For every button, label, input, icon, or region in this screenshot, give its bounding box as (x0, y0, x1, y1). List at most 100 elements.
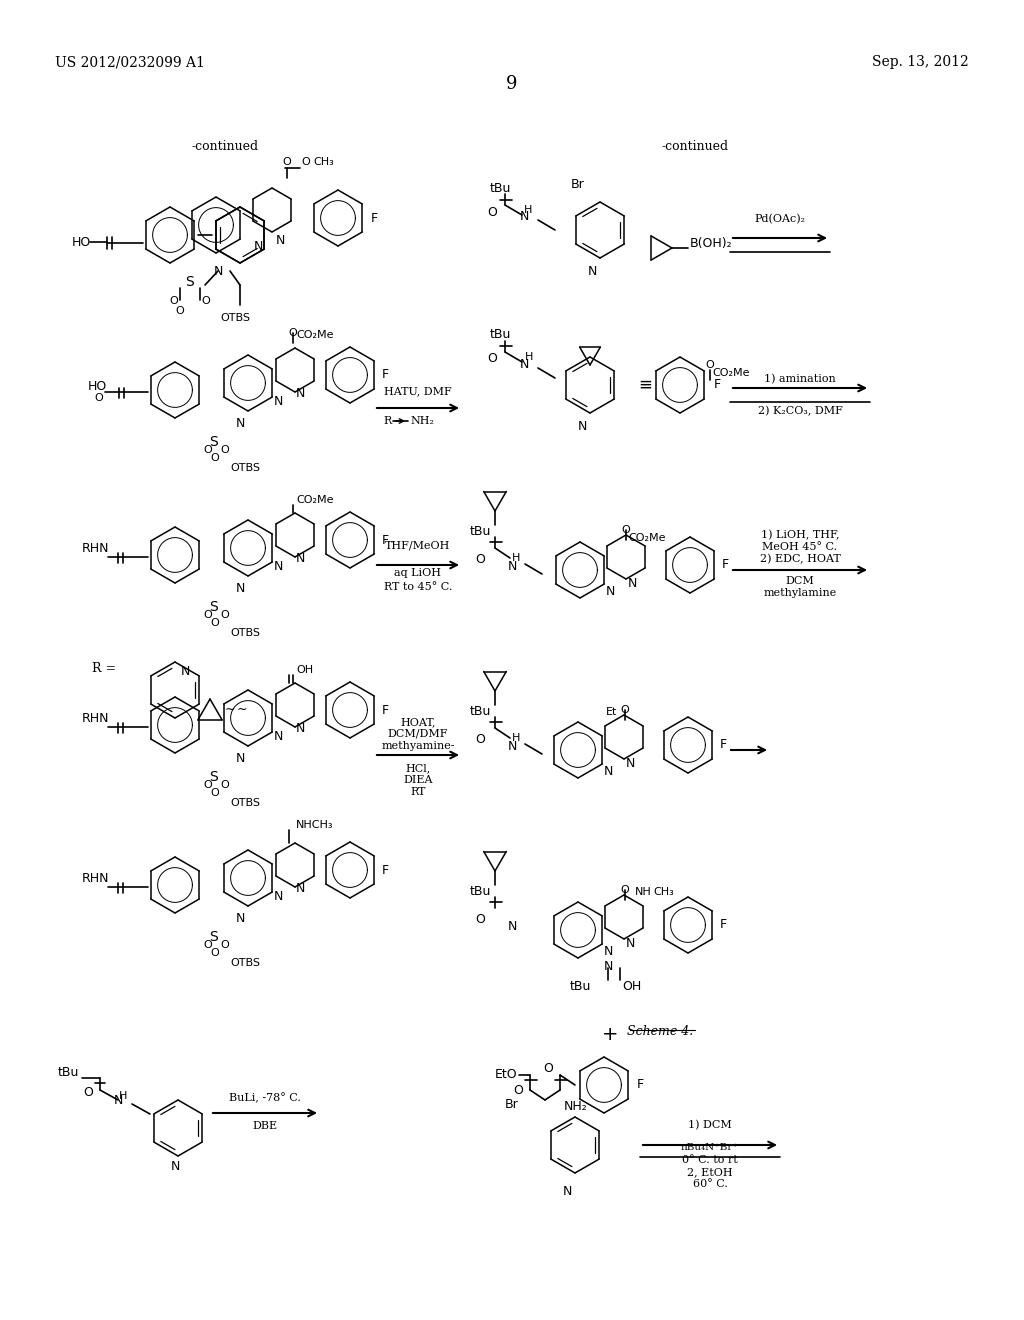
Text: F: F (722, 558, 729, 572)
Text: tBu: tBu (489, 181, 511, 194)
Text: F: F (720, 919, 727, 932)
Text: HO: HO (88, 380, 108, 393)
Text: BuLi, -78° C.: BuLi, -78° C. (229, 1093, 301, 1104)
Text: F: F (382, 704, 389, 717)
Text: O: O (487, 352, 497, 366)
Text: O: O (203, 610, 212, 620)
Text: OTBS: OTBS (230, 628, 260, 638)
Text: NH₂: NH₂ (564, 1100, 588, 1113)
Text: DCM/DMF: DCM/DMF (388, 729, 449, 739)
Text: N: N (626, 937, 635, 950)
Text: RHN: RHN (82, 541, 110, 554)
Text: 1) DCM: 1) DCM (688, 1119, 732, 1130)
Text: O: O (622, 525, 631, 535)
Text: O: O (475, 913, 485, 927)
Text: N: N (273, 395, 283, 408)
Text: Scheme 4.: Scheme 4. (627, 1026, 693, 1038)
Text: Et: Et (605, 708, 617, 717)
Text: N: N (213, 265, 222, 279)
Text: methyamine-: methyamine- (381, 741, 455, 751)
Text: H: H (524, 205, 532, 215)
Text: H: H (512, 553, 520, 564)
Text: O: O (475, 553, 485, 566)
Text: N: N (253, 240, 263, 253)
Text: 0° C. to rt: 0° C. to rt (682, 1155, 738, 1166)
Text: O: O (175, 306, 183, 315)
Text: ∼: ∼ (237, 704, 248, 715)
Text: Sep. 13, 2012: Sep. 13, 2012 (872, 55, 969, 69)
Text: N: N (628, 577, 637, 590)
Text: tBu: tBu (489, 329, 511, 342)
Text: NH: NH (635, 887, 651, 898)
Text: THF/MeOH: THF/MeOH (385, 541, 451, 550)
Text: N: N (236, 912, 245, 925)
Text: Br: Br (505, 1098, 519, 1111)
Text: aq LiOH: aq LiOH (394, 568, 441, 578)
Text: CO₂Me: CO₂Me (296, 495, 334, 506)
Text: OTBS: OTBS (220, 313, 250, 323)
Text: -continued: -continued (191, 140, 259, 153)
Text: N: N (170, 1160, 179, 1173)
Text: O: O (210, 618, 219, 628)
Text: H: H (119, 1092, 127, 1101)
Text: DBE: DBE (253, 1121, 278, 1131)
Text: O: O (220, 940, 228, 950)
Text: ≡: ≡ (638, 376, 652, 393)
Text: N: N (273, 890, 283, 903)
Text: N: N (578, 420, 587, 433)
Text: N: N (275, 234, 285, 247)
Text: O: O (203, 940, 212, 950)
Text: F: F (720, 738, 727, 751)
Text: N: N (588, 265, 597, 279)
Text: H: H (525, 352, 534, 362)
Text: O: O (83, 1086, 93, 1100)
Text: S: S (209, 770, 217, 784)
Text: N: N (603, 960, 612, 973)
Text: O: O (220, 780, 228, 789)
Text: DCM: DCM (785, 576, 814, 586)
Text: F: F (637, 1078, 644, 1092)
Text: 60° C.: 60° C. (692, 1179, 727, 1189)
Text: N: N (520, 358, 529, 371)
Text: MeOH 45° C.: MeOH 45° C. (763, 543, 838, 552)
Text: OTBS: OTBS (230, 463, 260, 473)
Text: +: + (602, 1026, 618, 1044)
Text: 1) amination: 1) amination (764, 374, 836, 384)
Text: O: O (220, 445, 228, 455)
Text: O: O (201, 296, 210, 306)
Text: H: H (512, 733, 520, 743)
Text: O: O (210, 948, 219, 958)
Text: tBu: tBu (469, 525, 490, 539)
Text: tBu: tBu (469, 884, 490, 898)
Text: -continued: -continued (662, 140, 728, 153)
Text: N: N (562, 1185, 571, 1199)
Text: R =: R = (92, 661, 116, 675)
Text: O: O (621, 884, 630, 895)
Text: Br: Br (571, 178, 585, 191)
Text: DIEA: DIEA (403, 775, 433, 785)
Text: RT to 45° C.: RT to 45° C. (384, 582, 453, 591)
Text: N: N (180, 665, 189, 678)
Text: N: N (236, 752, 245, 766)
Text: CO₂Me: CO₂Me (296, 330, 334, 341)
Text: CH₃: CH₃ (653, 887, 674, 898)
Text: O: O (220, 610, 228, 620)
Text: N: N (273, 560, 283, 573)
Text: RHN: RHN (82, 871, 110, 884)
Text: O: O (203, 780, 212, 789)
Text: N: N (236, 417, 245, 430)
Text: methylamine: methylamine (763, 587, 837, 598)
Text: F: F (714, 379, 721, 392)
Text: N: N (508, 920, 517, 933)
Text: O: O (513, 1084, 523, 1097)
Text: nBu₄N⁺Br⁺: nBu₄N⁺Br⁺ (681, 1143, 739, 1152)
Text: F: F (371, 211, 378, 224)
Text: NHCH₃: NHCH₃ (296, 820, 334, 830)
Text: RHN: RHN (82, 711, 110, 725)
Text: 2, EtOH: 2, EtOH (687, 1167, 733, 1177)
Text: N: N (508, 560, 517, 573)
Text: HCl,: HCl, (406, 763, 431, 774)
Text: O: O (203, 445, 212, 455)
Text: CH₃: CH₃ (313, 157, 334, 168)
Text: HOAT,: HOAT, (400, 717, 436, 727)
